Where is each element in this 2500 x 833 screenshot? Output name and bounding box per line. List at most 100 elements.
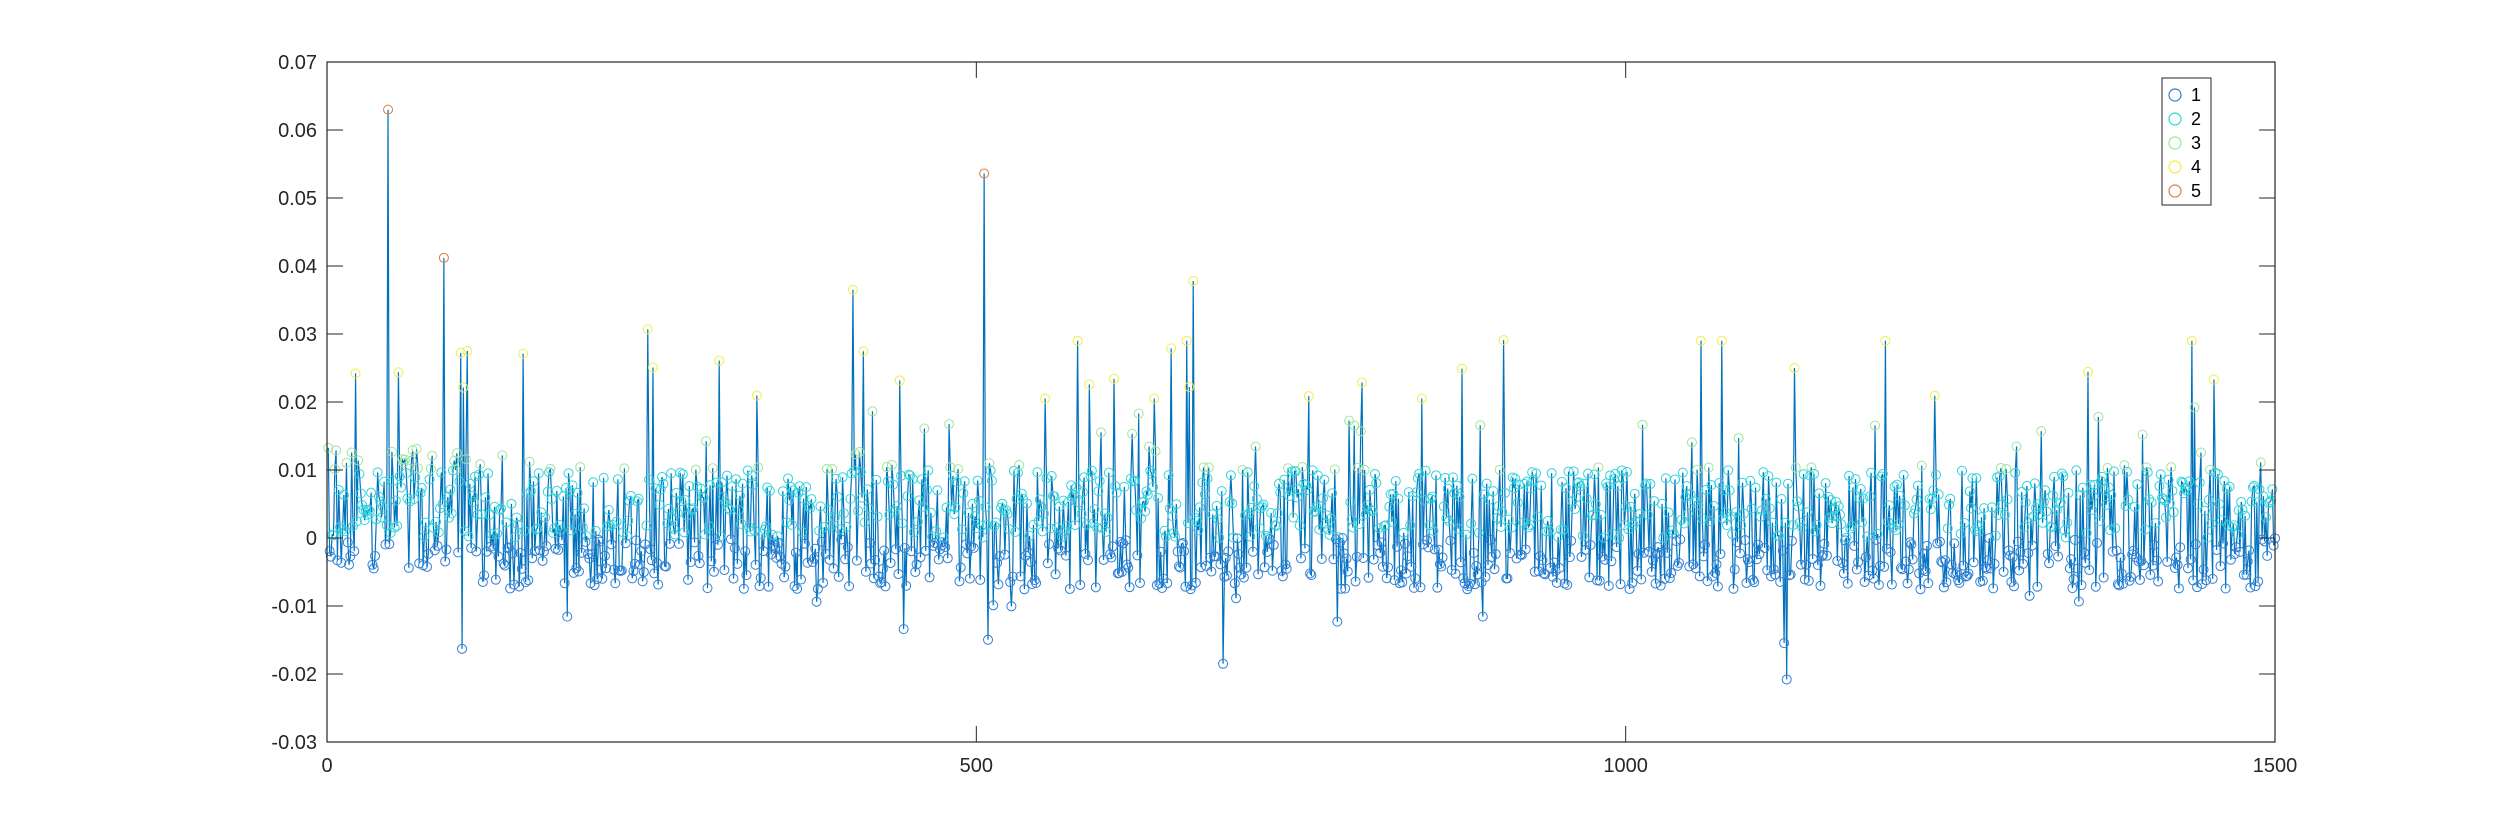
data-point [2024,590,2035,601]
data-point [1950,569,1961,580]
data-point [701,436,712,447]
data-point [411,443,422,454]
data-point [1785,569,1796,580]
data-point [554,520,565,531]
data-point [1679,518,1690,529]
data-point [2211,544,2222,555]
data-point [1083,555,1094,566]
data-point [1006,601,1017,612]
data-point [2040,485,2051,496]
data-point [881,462,892,473]
data-point [386,446,397,457]
data-point [1040,393,1051,404]
data-point [1181,335,1192,346]
data-point [2162,556,2173,567]
data-line [327,109,2276,680]
data-point [1855,483,1866,494]
data-point [980,502,991,513]
data-point [1237,464,1248,475]
data-point [627,573,638,584]
data-point [1908,508,1919,519]
data-point [847,284,858,295]
data-point [479,570,490,581]
data-point [1428,526,1439,537]
data-point [702,583,713,594]
data-point [1694,571,1705,582]
data-point [363,504,374,515]
data-point [342,537,353,548]
data-point [1408,582,1419,593]
data-point [779,572,790,583]
data-point [1440,472,1451,483]
data-point [1334,537,1345,548]
data-point [433,527,444,538]
data-point [1020,550,1031,561]
data-point [1779,638,1790,649]
data-point [406,455,417,466]
data-point [1272,508,1283,519]
data-point [677,469,688,480]
data-point [797,527,808,538]
data-point [383,104,394,115]
data-point [793,488,804,499]
data-point [2227,522,2238,533]
data-point [672,507,683,518]
data-point [1197,477,1208,488]
data-point [512,519,523,530]
data-point [2257,534,2268,545]
data-point [1045,523,1056,534]
data-point [990,517,1001,528]
data-point [376,512,387,523]
data-point [951,477,962,488]
data-point [1349,420,1360,431]
data-point [1599,554,1610,565]
data-point [1758,467,1769,478]
data-point [1781,674,1792,685]
data-point [1627,577,1638,588]
data-point [1107,541,1118,552]
data-point [2092,537,2103,548]
data-point [2033,499,2044,510]
data-point [355,488,366,499]
data-point [1229,578,1240,589]
data-point [2066,554,2077,565]
data-point [331,445,342,456]
data-point [729,543,740,554]
data-point [886,459,897,470]
data-point [611,516,622,527]
data-point [564,486,575,497]
data-point [2093,411,2104,422]
data-point [1764,503,1775,514]
data-point [1002,508,1013,519]
data-point [772,531,783,542]
data-point [1916,460,1927,471]
data-point [1024,530,1035,541]
data-point [1242,467,1253,478]
data-point [2167,485,2178,496]
data-point [1925,504,1936,515]
data-point [455,347,466,358]
data-point [906,546,917,557]
data-point [366,487,377,498]
data-point [1003,524,1014,535]
data-point [1405,520,1416,531]
data-point [606,539,617,550]
data-point [686,504,697,515]
data-point [2179,488,2190,499]
data-point [324,546,335,557]
data-point [2055,497,2066,508]
data-point [1668,528,1679,539]
data-point [2253,576,2264,587]
data-point [1505,548,1516,559]
data-point [1416,393,1427,404]
data-point [438,252,449,263]
data-point [1751,554,1762,565]
data-point [970,511,981,522]
data-point [1716,335,1727,346]
data-point [1423,542,1434,553]
data-point [2206,518,2217,529]
data-point [2129,502,2140,512]
data-point [931,526,942,537]
data-point [864,538,875,549]
data-point [1124,582,1135,593]
